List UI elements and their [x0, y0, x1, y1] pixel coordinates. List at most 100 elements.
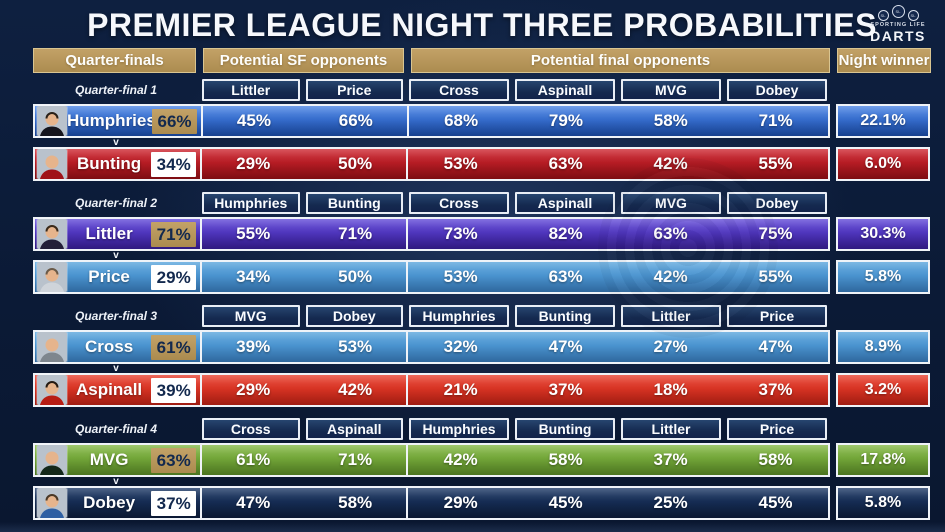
sf-probability-cells: 39% 53% — [200, 332, 406, 362]
player-row: Littler 71% 55% 71% 73% 82% 63% 75% 30.3% — [33, 217, 931, 251]
final-probability-cells: 73% 82% 63% 75% — [406, 219, 828, 249]
player-photo — [37, 332, 67, 362]
final-probability-cell: 58% — [548, 450, 583, 469]
final-opponent-header: Cross — [409, 79, 509, 101]
night-winner-cell: 17.8% — [836, 443, 930, 477]
win-probability-badge: 63% — [151, 447, 197, 473]
header-sf-opponents: Potential SF opponents — [203, 48, 404, 73]
player-row: Price 29% 34% 50% 53% 63% 42% 55% 5.8% — [33, 260, 931, 294]
night-winner-cell: 6.0% — [836, 147, 930, 181]
final-probability-cell: 47% — [548, 337, 583, 356]
sf-opponent-header: Bunting — [305, 192, 403, 214]
final-opponent-headers: Cross Aspinall MVG Dobey — [406, 79, 830, 101]
logo-circle-icon: SL — [877, 10, 889, 21]
final-probability-cells: 32% 47% 27% 47% — [406, 332, 828, 362]
final-probability-cell: 79% — [548, 111, 583, 130]
final-probability-cell: 45% — [758, 493, 793, 512]
player-photo — [37, 106, 67, 136]
section-header-row: Quarter-final 3 MVG Dobey Humphries Bunting L… — [33, 305, 931, 327]
sf-probability-cell: 58% — [338, 493, 373, 512]
header-final-opponents: Potential final opponents — [411, 48, 830, 73]
header-night-winner: Night winner — [837, 48, 931, 73]
final-probability-cell: 75% — [758, 224, 793, 243]
final-probability-cells: 21% 37% 18% 37% — [406, 375, 828, 405]
final-opponent-header: Littler — [621, 305, 721, 327]
final-opponent-header: MVG — [621, 79, 721, 101]
win-probability-badge: 37% — [151, 490, 197, 516]
final-opponent-header: Bunting — [515, 305, 615, 327]
player-probability-bar: Humphries 66% 45% 66% 68% 79% 58% 71% — [33, 104, 830, 138]
sf-probability-cell: 50% — [338, 267, 373, 286]
sf-probability-cell: 47% — [236, 493, 271, 512]
final-probability-cell: 37% — [548, 380, 583, 399]
sf-probability-cell: 29% — [236, 380, 271, 399]
quarter-final-section: Quarter-final 3 MVG Dobey Humphries Bunting L… — [33, 305, 931, 407]
player-name: Bunting — [76, 154, 142, 173]
night-winner-cell: 30.3% — [836, 217, 930, 251]
final-probability-cell: 73% — [443, 224, 478, 243]
sf-opponent-headers: Cross Aspinall — [199, 418, 406, 440]
final-probability-cell: 37% — [758, 380, 793, 399]
dart-flights-icon: SL SL SL — [861, 5, 935, 21]
person-silhouette-icon — [37, 445, 67, 475]
stage-glow-decor — [0, 522, 945, 532]
sf-opponent-headers: Humphries Bunting — [199, 192, 406, 214]
night-winner-cell: 22.1% — [836, 104, 930, 138]
sf-opponent-header: MVG — [202, 305, 300, 327]
player-name-cell: Humphries 66% — [35, 106, 201, 136]
logo-brand-top: SPORTING LIFE — [870, 22, 926, 28]
logo-circle-icon: SL — [891, 5, 905, 18]
sf-opponent-headers: MVG Dobey — [199, 305, 406, 327]
player-row: Dobey 37% 47% 58% 29% 45% 25% 45% 5.8% — [33, 486, 931, 520]
sf-probability-cells: 34% 50% — [200, 262, 406, 292]
quarter-final-section: Quarter-final 2 Humphries Bunting Cross Aspi… — [33, 192, 931, 294]
player-row: Humphries 66% 45% 66% 68% 79% 58% 71% 22.1% — [33, 104, 931, 138]
quarter-final-sections: Quarter-final 1 Littler Price Cross Aspinall… — [33, 79, 931, 520]
player-row: Cross 61% 39% 53% 32% 47% 27% 47% 8.9% — [33, 330, 931, 364]
sf-probability-cell: 53% — [338, 337, 373, 356]
night-winner-cell: 5.8% — [836, 486, 930, 520]
player-probability-bar: Aspinall 39% 29% 42% 21% 37% 18% 37% — [33, 373, 830, 407]
sf-probability-cells: 55% 71% — [200, 219, 406, 249]
player-row: Aspinall 39% 29% 42% 21% 37% 18% 37% 3.2% — [33, 373, 931, 407]
player-photo — [37, 375, 67, 405]
player-name-cell: Dobey 37% — [35, 488, 200, 518]
player-name-cell: Price 29% — [35, 262, 200, 292]
player-photo — [37, 262, 67, 292]
final-probability-cell: 45% — [548, 493, 583, 512]
final-probability-cell: 18% — [653, 380, 688, 399]
final-probability-cells: 42% 58% 37% 58% — [406, 445, 828, 475]
sf-opponent-header: Cross — [202, 418, 300, 440]
player-name: MVG — [89, 450, 129, 469]
versus-label: v — [113, 137, 119, 148]
sf-probability-cell: 50% — [338, 154, 373, 173]
player-probability-bar: MVG 63% 61% 71% 42% 58% 37% 58% — [33, 443, 830, 477]
section-header-row: Quarter-final 2 Humphries Bunting Cross Aspi… — [33, 192, 931, 214]
player-name: Cross — [85, 337, 134, 356]
player-probability-bar: Bunting 34% 29% 50% 53% 63% 42% 55% — [33, 147, 830, 181]
person-silhouette-icon — [37, 332, 67, 362]
final-opponent-header: Cross — [409, 192, 509, 214]
final-probability-cell: 63% — [548, 154, 583, 173]
final-probability-cell: 53% — [443, 154, 478, 173]
person-silhouette-icon — [37, 262, 67, 292]
final-probability-cell: 25% — [653, 493, 688, 512]
header-quarter-finals: Quarter-finals — [33, 48, 196, 73]
win-probability-badge: 71% — [151, 221, 197, 247]
final-probability-cell: 55% — [758, 154, 793, 173]
quarter-final-section: Quarter-final 1 Littler Price Cross Aspinall… — [33, 79, 931, 181]
final-probability-cells: 53% 63% 42% 55% — [406, 262, 828, 292]
column-headers: Quarter-finals Potential SF opponents Po… — [33, 48, 931, 73]
sf-probability-cells: 45% 66% — [201, 106, 407, 136]
final-probability-cell: 42% — [653, 154, 688, 173]
sf-probability-cells: 61% 71% — [200, 445, 406, 475]
win-probability-badge: 34% — [151, 151, 197, 177]
player-probability-bar: Cross 61% 39% 53% 32% 47% 27% 47% — [33, 330, 830, 364]
qf-label: Quarter-final 1 — [74, 83, 158, 97]
final-opponent-header: Humphries — [409, 305, 509, 327]
final-probability-cell: 55% — [758, 267, 793, 286]
final-probability-cell: 29% — [443, 493, 478, 512]
qf-label: Quarter-final 3 — [74, 309, 158, 323]
sf-opponent-header: Price — [305, 79, 403, 101]
sf-opponent-headers: Littler Price — [199, 79, 406, 101]
